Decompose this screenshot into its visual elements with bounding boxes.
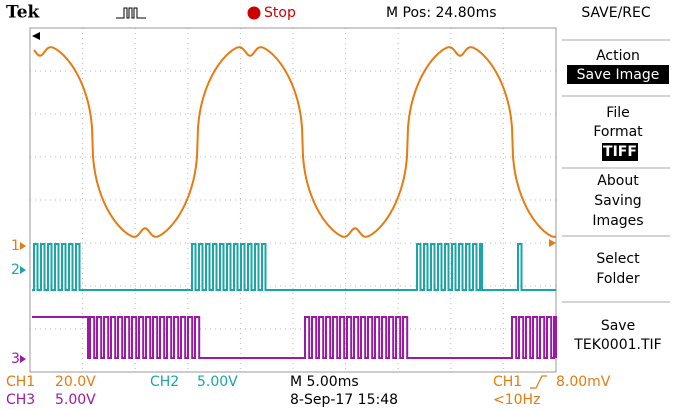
menu-value[interactable]: TEK0001.TIF [573,337,661,353]
horizontal-position: M Pos: 24.80ms [386,5,497,21]
ch1-label: CH1 [6,374,35,390]
selected-bg [567,65,669,84]
side-menu: Action Save Image File Format TIFF About… [562,39,670,353]
ch2-label: CH2 [150,374,179,390]
ch3-waveform [32,316,557,359]
graticule-frame [29,27,557,373]
date-time: 8-Sep-17 15:48 [290,392,398,408]
stop-indicator [247,6,261,20]
marker-arrow [20,242,26,250]
selected-bg [602,143,638,161]
menu-label[interactable]: Select [596,251,640,267]
channel-marker: 1 [11,238,20,254]
menu-title: SAVE/REC [581,5,651,21]
menu-value[interactable]: Save Image [577,67,660,83]
menu-label[interactable]: About [597,173,639,189]
ch2-waveform [32,243,556,291]
menu-label[interactable]: Folder [596,271,640,287]
ch1-scale: 20.0V [55,374,96,390]
marker-arrow [20,266,26,274]
frequency: <10Hz [493,392,540,408]
trigger-source: CH1 [493,374,522,390]
ch3-scale: 5.00V [55,392,96,408]
menu-value[interactable]: TIFF [603,144,637,160]
menu-label[interactable]: Action [596,48,640,64]
menu-label[interactable]: Save [601,318,635,334]
channel-marker: 3 [11,351,20,367]
trigger-slope-icon [530,375,547,389]
brand: Tek [6,3,41,23]
ch3-label: CH3 [6,392,35,408]
ch2-scale: 5.00V [197,374,238,390]
timebase: M 5.00ms [290,374,359,390]
trigger-icon [116,7,146,19]
run-status: Stop [264,5,296,21]
channel-marker: 2 [11,262,20,278]
marker-arrow [20,355,26,363]
ch1-waveform [33,46,557,238]
menu-label[interactable]: Saving [594,193,641,209]
trigger-level: 8.00mV [556,374,611,390]
trigger-level-marker [549,239,556,247]
waveforms [32,46,557,359]
trigger-position-marker [32,32,40,40]
menu-label[interactable]: Images [592,213,643,229]
menu-label[interactable]: File [606,105,629,121]
menu-label[interactable]: Format [593,124,643,140]
